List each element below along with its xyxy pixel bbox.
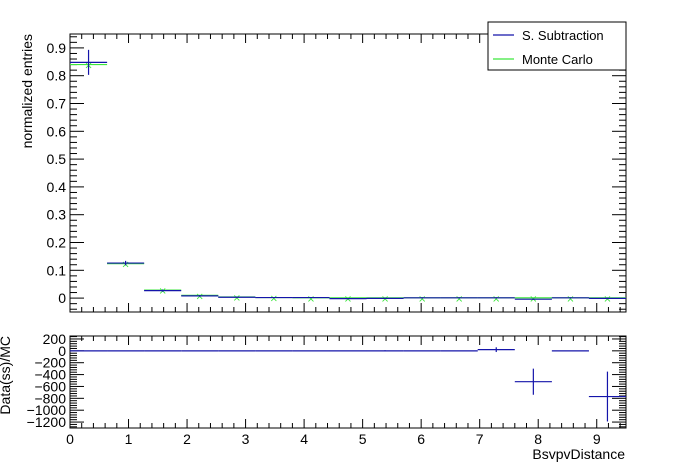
y-tick-label: −200 xyxy=(34,355,66,371)
mc-point-marker: × xyxy=(196,291,204,302)
top-data-marks: ××××××××××××××× xyxy=(70,49,626,305)
y-tick-label: 0.6 xyxy=(47,123,67,139)
bottom-data-marks xyxy=(70,347,626,422)
legend: S. Subtraction Monte Carlo xyxy=(487,21,627,71)
mc-point-marker: × xyxy=(270,294,278,305)
x-tick-label: 3 xyxy=(242,431,250,447)
top-ticks: 0 0.1 0.2 0.3 0.4 0.5 0.6 0.7 0.8 0.9 xyxy=(47,34,626,312)
mc-point-marker: × xyxy=(455,294,463,305)
legend-label-s-subtraction: S. Subtraction xyxy=(522,28,604,43)
y-tick-label: 0.3 xyxy=(47,207,67,223)
y-tick-label: 0.5 xyxy=(47,151,67,167)
legend-box xyxy=(487,21,627,71)
top-panel: 0 0.1 0.2 0.3 0.4 0.5 0.6 0.7 0.8 0.9 × × × × × × × × × × ×… xyxy=(19,33,627,313)
y-tick-label: 0.7 xyxy=(47,96,67,112)
y-tick-label: 0 xyxy=(58,290,66,306)
x-tick-label: 6 xyxy=(417,431,425,447)
y-tick-label: 0.9 xyxy=(47,40,67,56)
mc-point-marker: × xyxy=(603,294,611,305)
top-y-axis-label: normalized entries xyxy=(19,34,35,148)
mc-point-marker: × xyxy=(307,294,315,305)
y-tick-label: 0.2 xyxy=(47,235,67,251)
x-tick-label: 5 xyxy=(359,431,367,447)
mc-point-marker: × xyxy=(344,294,352,305)
mc-point-marker: × xyxy=(492,294,500,305)
y-tick-label: 0.1 xyxy=(47,262,67,278)
x-tick-label: 0 xyxy=(66,431,74,447)
y-tick-label: −1200 xyxy=(27,414,67,430)
legend-label-monte-carlo: Monte Carlo xyxy=(522,52,593,67)
x-tick-label: 1 xyxy=(125,431,133,447)
top-plot-frame xyxy=(69,33,627,313)
y-tick-label: 0.8 xyxy=(47,68,67,84)
mc-point-marker: × xyxy=(381,294,389,305)
mc-point-marker: × xyxy=(418,294,426,305)
y-tick-label: 0.4 xyxy=(47,179,67,195)
mc-point-marker: × xyxy=(233,293,241,304)
y-tick-label: 0 xyxy=(58,343,66,359)
y-tick-label: −400 xyxy=(34,367,66,383)
y-tick-label: 200 xyxy=(43,331,67,347)
x-tick-label: 4 xyxy=(300,431,308,447)
y-tick-label: −800 xyxy=(34,390,66,406)
y-tick-label: −600 xyxy=(34,378,66,394)
x-tick-label: 2 xyxy=(183,431,191,447)
y-tick-label: −1000 xyxy=(27,402,67,418)
x-tick-label: 9 xyxy=(593,431,601,447)
bottom-y-axis-label: Data(ss)/MC xyxy=(0,336,13,415)
x-tick-label: 8 xyxy=(534,431,542,447)
bottom-x-axis-label: BsvpvDistance xyxy=(532,446,625,462)
mc-point-marker: × xyxy=(566,294,574,305)
x-tick-label: 7 xyxy=(476,431,484,447)
